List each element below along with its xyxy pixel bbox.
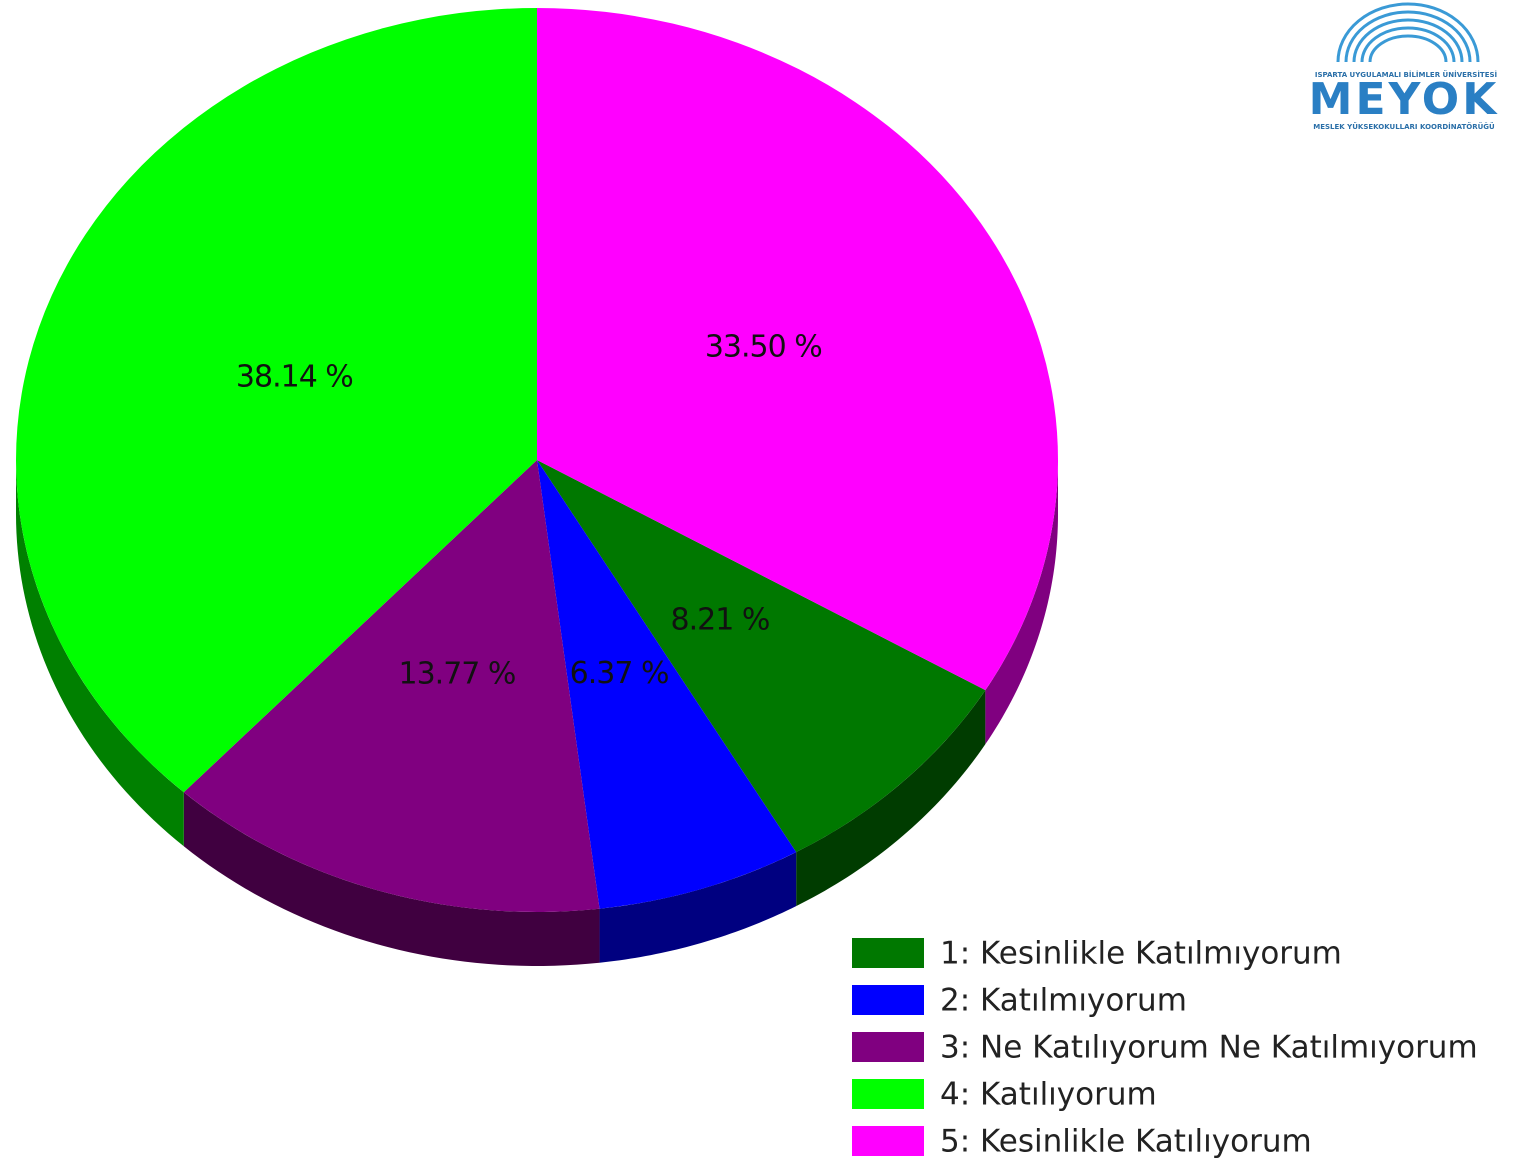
legend-label: 2: Katılmıyorum	[940, 983, 1187, 1019]
slice-side	[599, 852, 797, 963]
pie-top	[16, 8, 1058, 912]
logo-bottom: MESLEK YÜKSEKOKULLARI KOORDİNATÖRÜĞÜ	[1313, 122, 1495, 131]
legend-swatch	[852, 1032, 924, 1062]
value-label: 33.50 %	[705, 330, 822, 365]
slice-side	[16, 460, 184, 847]
legend-swatch	[852, 1126, 924, 1156]
legend-label: 1: Kesinlikle Katılmıyorum	[940, 936, 1342, 972]
value-label: 8.21 %	[671, 602, 770, 637]
slice	[183, 460, 600, 912]
value-label: 13.77 %	[398, 657, 515, 692]
value-label: 6.37 %	[570, 656, 669, 691]
logo-name: MEYOK	[1309, 74, 1500, 125]
slice	[537, 460, 986, 853]
slice	[16, 8, 538, 793]
legend-swatch	[852, 1079, 924, 1109]
slice	[537, 460, 797, 909]
logo: ISPARTA UYGULAMALI BİLİMLER ÜNİVERSİTESİ…	[1309, 2, 1500, 131]
legend-label: 5: Kesinlikle Katılıyorum	[940, 1124, 1312, 1160]
legend-label: 4: Katılıyorum	[940, 1077, 1157, 1113]
legend: 1: Kesinlikle Katılmıyorum 2: Katılmıyoru…	[852, 936, 1478, 1160]
slice-side	[796, 690, 986, 907]
legend-swatch	[852, 985, 924, 1015]
legend-swatch	[852, 938, 924, 968]
pie-sides	[16, 460, 1058, 966]
slice-side	[985, 460, 1058, 745]
value-label: 38.14 %	[236, 359, 353, 394]
legend-label: 3: Ne Katılıyorum Ne Katılmıyorum	[940, 1030, 1478, 1066]
slice	[537, 8, 1058, 691]
logo-top: ISPARTA UYGULAMALI BİLİMLER ÜNİVERSİTESİ	[1315, 70, 1497, 79]
slice-side	[183, 792, 600, 966]
